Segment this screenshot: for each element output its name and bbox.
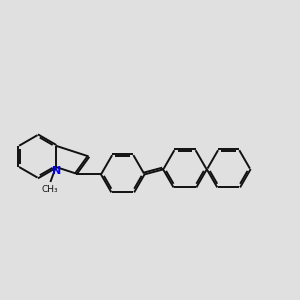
Text: N: N: [52, 166, 62, 176]
Text: CH₃: CH₃: [42, 185, 58, 194]
